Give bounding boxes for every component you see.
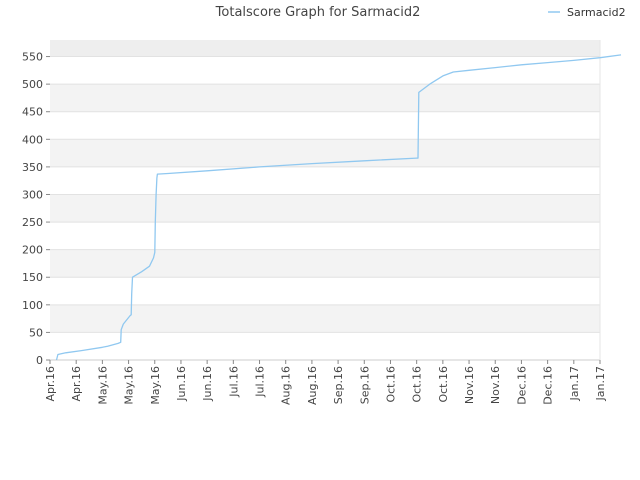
- grid-band: [50, 111, 600, 140]
- legend-label: Sarmacid2: [567, 6, 626, 19]
- x-tick-label: Nov.16: [489, 366, 502, 404]
- grid-band: [50, 249, 600, 278]
- grid-band: [50, 222, 600, 250]
- x-tick-label: Jun.16: [175, 366, 188, 402]
- y-tick-label: 500: [22, 78, 43, 91]
- x-tick-label: Jul.16: [254, 366, 267, 398]
- x-axis: Apr.16 Apr.16 May.16 May.16 May.16 Jun.16 Jun.…: [44, 360, 607, 405]
- series-line-sarmacid2: [55, 54, 622, 361]
- grid-band: [50, 194, 600, 223]
- x-tick-label: Dec.16: [515, 366, 528, 405]
- series-layer: [55, 54, 622, 361]
- grid-band: [50, 84, 600, 112]
- y-tick-label: 100: [22, 299, 43, 312]
- y-tick-label: 200: [22, 244, 43, 257]
- y-tick-label: 0: [36, 354, 43, 367]
- x-tick-label: Nov.16: [463, 366, 476, 404]
- x-tick-label: May.16: [149, 366, 162, 405]
- y-tick-label: 150: [22, 271, 43, 284]
- y-tick-label: 400: [22, 133, 43, 146]
- x-tick-label: Apr.16: [44, 366, 57, 402]
- x-tick-label: May.16: [96, 366, 109, 405]
- y-tick-label: 300: [22, 188, 43, 201]
- legend: Sarmacid2: [548, 6, 626, 19]
- x-tick-label: Jan.17: [594, 366, 607, 401]
- grid-band: [50, 277, 600, 305]
- x-tick-label: Aug.16: [280, 366, 293, 405]
- y-axis: 0 50 100 150 200 250 300 350 400 450 500 550: [22, 51, 50, 367]
- grid-band: [50, 56, 600, 85]
- chart-title: Totalscore Graph for Sarmacid2: [215, 5, 421, 20]
- x-tick-label: Sep.16: [332, 366, 345, 404]
- x-tick-label: Apr.16: [70, 366, 83, 402]
- y-tick-label: 450: [22, 106, 43, 119]
- x-tick-label: Oct.16: [411, 366, 424, 403]
- x-tick-label: Jul.16: [227, 366, 240, 398]
- grid-lines: [50, 40, 601, 361]
- x-tick-label: Oct.16: [437, 366, 450, 403]
- x-tick-label: May.16: [123, 366, 136, 405]
- grid-band: [50, 40, 600, 57]
- grid-band: [50, 304, 600, 333]
- y-tick-label: 50: [29, 326, 43, 339]
- y-tick-label: 350: [22, 161, 43, 174]
- x-tick-label: Sep.16: [358, 366, 371, 404]
- x-tick-label: Oct.16: [384, 366, 397, 403]
- x-tick-label: Aug.16: [306, 366, 319, 405]
- y-tick-label: 250: [22, 216, 43, 229]
- x-tick-label: Jan.17: [568, 366, 581, 401]
- x-tick-label: Jun.16: [201, 366, 214, 402]
- grid-band: [50, 332, 600, 360]
- grid-bands: [50, 40, 600, 360]
- y-tick-label: 550: [22, 51, 43, 64]
- grid-band: [50, 166, 600, 195]
- x-tick-label: Dec.16: [542, 366, 555, 405]
